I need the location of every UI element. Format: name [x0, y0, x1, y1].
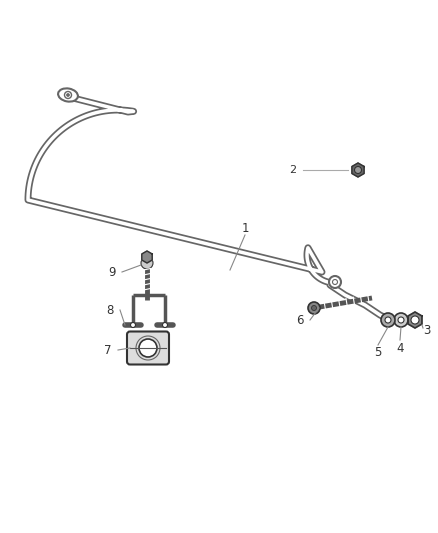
Text: 6: 6: [296, 313, 304, 327]
Text: 9: 9: [108, 265, 116, 279]
Circle shape: [394, 313, 408, 327]
Circle shape: [398, 317, 404, 323]
Circle shape: [381, 313, 395, 327]
Text: 1: 1: [241, 222, 249, 235]
Circle shape: [131, 322, 135, 327]
Polygon shape: [352, 163, 364, 177]
Circle shape: [385, 317, 391, 323]
Circle shape: [311, 305, 317, 311]
Ellipse shape: [58, 88, 78, 102]
Circle shape: [354, 166, 361, 174]
Circle shape: [141, 257, 153, 269]
Circle shape: [332, 279, 338, 285]
Text: 8: 8: [106, 303, 114, 317]
Circle shape: [67, 93, 70, 96]
Polygon shape: [142, 251, 152, 263]
Circle shape: [162, 322, 167, 327]
Circle shape: [411, 316, 419, 324]
Text: 4: 4: [396, 342, 404, 354]
Text: 7: 7: [104, 343, 112, 357]
Circle shape: [64, 92, 71, 99]
FancyBboxPatch shape: [127, 332, 169, 365]
Circle shape: [308, 302, 320, 314]
Text: 2: 2: [290, 165, 297, 175]
Circle shape: [139, 339, 157, 357]
Text: 5: 5: [374, 346, 381, 359]
Polygon shape: [408, 312, 422, 328]
Text: 3: 3: [423, 324, 431, 336]
Circle shape: [329, 276, 341, 288]
